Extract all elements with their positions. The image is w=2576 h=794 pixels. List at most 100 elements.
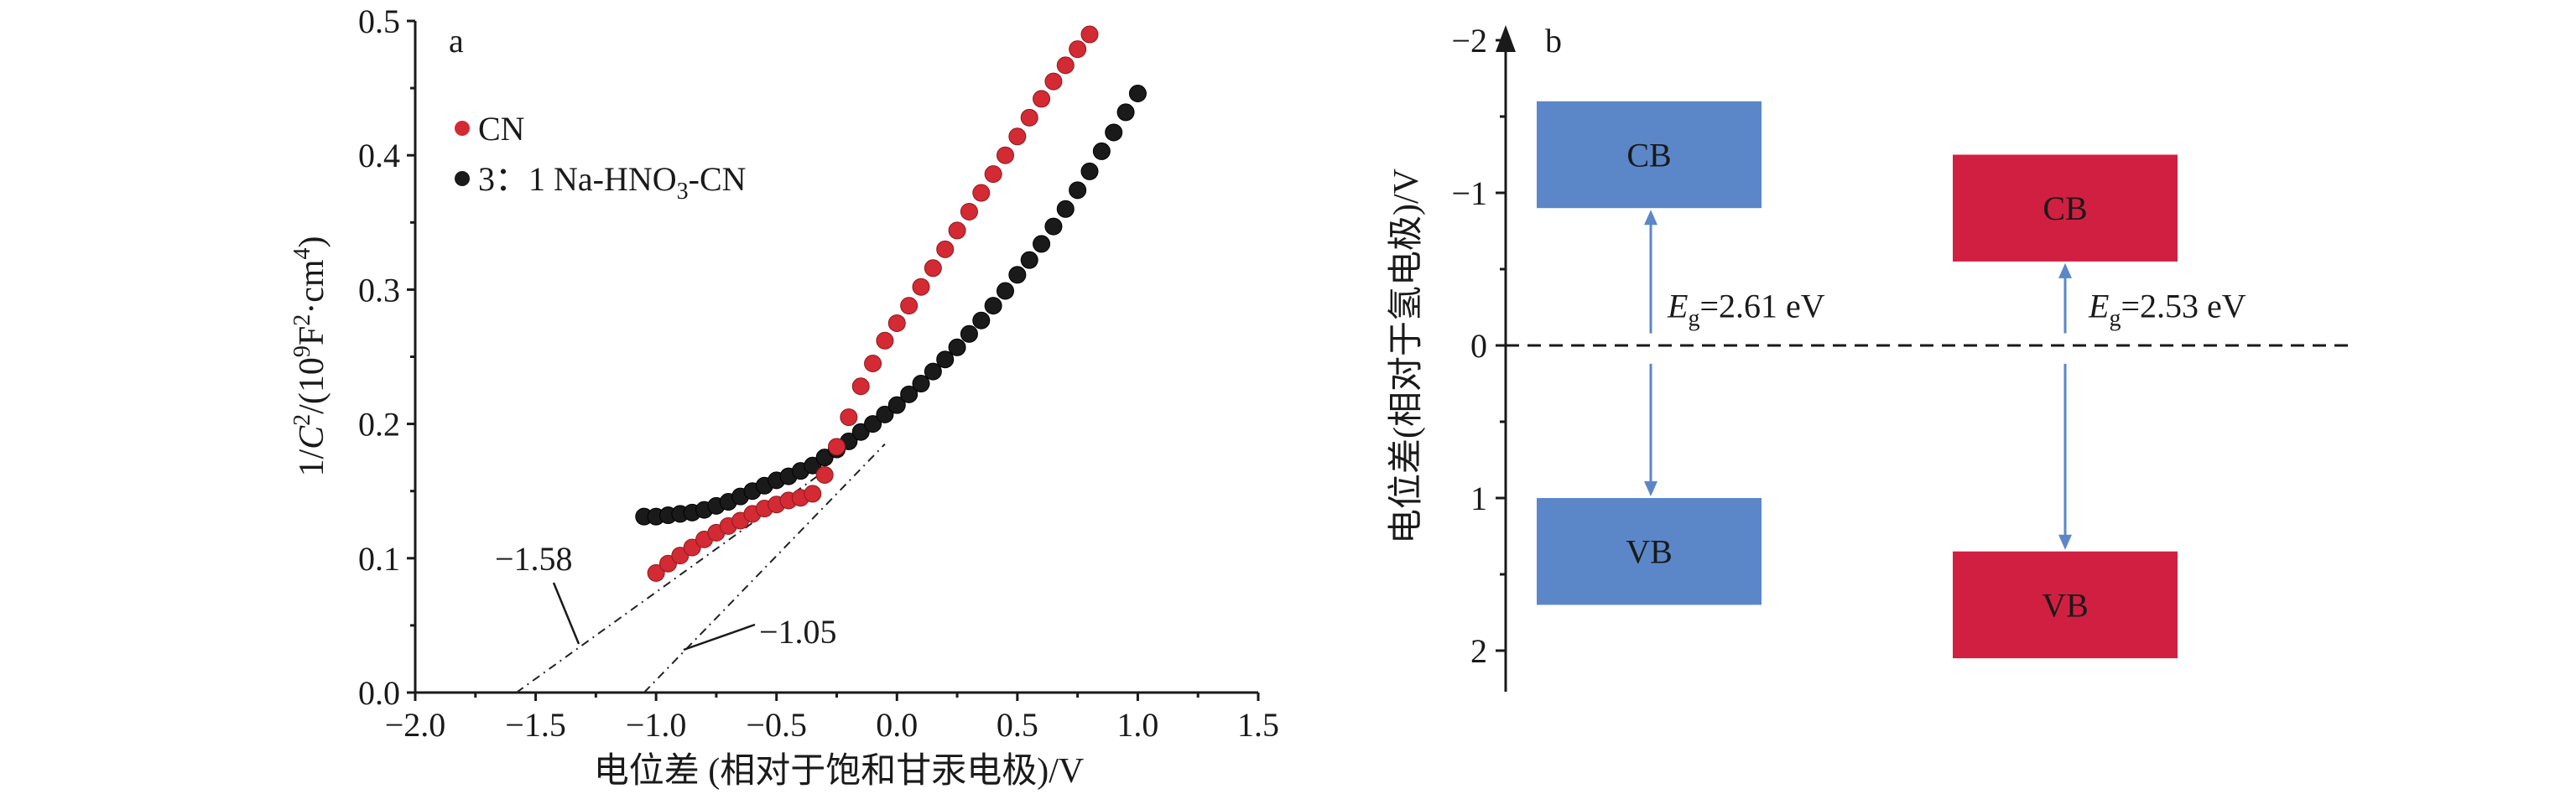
b-y-tick-label: 0	[1470, 327, 1487, 365]
na-hno3-cn-data-point	[912, 375, 930, 393]
b-tick-group: −2 −1 0 1 2	[1451, 22, 1506, 670]
cn-data-point	[647, 563, 665, 582]
eg-label-2: Eg=2.53 eV	[2088, 288, 2246, 332]
na-hno3-cn-data-point	[960, 324, 978, 343]
cn-data-point	[840, 408, 858, 427]
a-x-tick-label: −1.5	[505, 706, 566, 744]
a-y-axis-title: 1/C2/(109F2·cm4)	[289, 236, 331, 477]
na-hno3-cn-data-point	[1044, 217, 1063, 236]
conduction-band-box-2	[1953, 154, 2178, 262]
cn-data-point	[1008, 127, 1027, 146]
na-hno3-cn-data-point	[984, 297, 1002, 315]
annotation-leader-1-58	[552, 582, 580, 645]
conduction-band-box-1	[1537, 101, 1762, 209]
a-data-points	[635, 25, 1147, 582]
a-y-tick-label: 0.4	[358, 137, 400, 174]
b-y-tick-label: −2	[1451, 22, 1487, 60]
cn-data-point	[1056, 56, 1075, 75]
na-hno3-cn-data-point	[972, 311, 991, 330]
valence-band-box-2	[1953, 551, 2178, 659]
na-hno3-cn-data-point	[1092, 142, 1111, 160]
legend-marker-cn	[455, 121, 470, 136]
na-hno3-cn-data-point	[997, 282, 1014, 300]
na-hno3-cn-data-point	[948, 338, 966, 356]
b-y-tick-label: 2	[1470, 632, 1487, 670]
a-y-tick-label: 0.2	[358, 406, 400, 444]
legend-label-na-hno3-cn: 3：1 Na-HNO3-CN	[478, 160, 747, 205]
legend-label-cn: CN	[478, 110, 525, 148]
na-hno3-cn-data-point	[900, 385, 919, 403]
na-hno3-cn-data-point	[876, 405, 894, 423]
cn-data-point	[1033, 90, 1051, 108]
cn-data-point	[972, 184, 991, 202]
a-y-tick-label: 0.5	[358, 3, 400, 40]
legend-marker-na-hno3-cn	[455, 171, 470, 186]
legend: CN 3：1 Na-HNO3-CN	[455, 110, 747, 205]
cn-data-point	[900, 297, 919, 315]
legend-label-sub: 3	[677, 179, 689, 205]
na-hno3-cn-data-point	[1116, 103, 1135, 122]
cn-data-point	[948, 221, 966, 240]
panel-b-letter: b	[1545, 22, 1562, 60]
cb-label-2: CB	[2043, 189, 2087, 227]
a-x-tick-label: −0.5	[746, 706, 807, 744]
na-hno3-cn-data-point	[1033, 235, 1051, 253]
na-hno3-cn-data-point	[864, 415, 882, 433]
cn-data-point	[804, 485, 822, 503]
cn-data-point	[912, 278, 930, 296]
valence-band-box-1	[1537, 498, 1762, 605]
a-x-tick-label: 0.0	[876, 706, 918, 744]
cn-data-point	[984, 165, 1002, 184]
cn-data-point	[851, 377, 870, 396]
panel-a-chart: −2.0 −1.5 −1.0 −0.5 0.0 0.5 1.0 1.5 0.0 0.1 0.2 0.3…	[289, 3, 1279, 791]
cn-data-point	[1080, 25, 1099, 44]
cb-label-1: CB	[1626, 137, 1671, 174]
cn-data-point	[864, 355, 882, 373]
eg-arrowhead-up-2	[2058, 262, 2072, 278]
na-hno3-cn-data-point	[1080, 162, 1099, 180]
na-hno3-cn-data-point	[936, 350, 955, 369]
a-x-tick-label: −1.0	[626, 706, 687, 744]
a-x-tick-label: 0.5	[997, 706, 1038, 744]
a-x-tick-label: 1.0	[1116, 706, 1158, 744]
a-y-tick-label: 0.3	[358, 271, 400, 309]
na-hno3-cn-data-point	[1020, 251, 1038, 269]
cn-data-point	[815, 465, 834, 484]
b-y-axis-title: 电位差(相对于氢电极)/V	[1387, 169, 1426, 544]
a-x-tick-label: −2.0	[385, 706, 446, 744]
legend-label-lead: 3：1 Na-HNO	[478, 160, 677, 198]
annotation-neg-1-58: −1.58	[495, 540, 573, 578]
vb-label-2: VB	[2042, 586, 2089, 624]
a-fit-line-2	[643, 443, 886, 693]
cn-data-point	[876, 331, 894, 350]
a-x-tick-label: 1.5	[1237, 706, 1279, 744]
eg-arrowhead-up-1	[1644, 210, 1657, 226]
na-hno3-cn-data-point	[1008, 266, 1027, 284]
na-hno3-cn-data-point	[1056, 200, 1075, 218]
eg-arrowhead-down-2	[2058, 534, 2072, 550]
na-hno3-cn-data-point	[1128, 85, 1147, 103]
b-y-tick-label: −1	[1451, 174, 1487, 212]
cn-data-point	[960, 202, 978, 221]
vb-label-1: VB	[1626, 533, 1673, 571]
cn-data-point	[924, 259, 942, 278]
b-band-group: CB VB Eg=2.61 eV CB VB Eg=2.53 eV	[1537, 101, 2246, 659]
panel-b-diagram: −2 −1 0 1 2 CB VB Eg=2.61 eV CB VB Eg=2.53 eV b 电…	[1387, 22, 2349, 692]
na-hno3-cn-data-point	[1105, 123, 1123, 142]
a-x-axis-title: 电位差 (相对于饱和甘汞电极)/V	[594, 751, 1084, 791]
na-hno3-cn-data-point	[1069, 181, 1087, 200]
annotation-neg-1-05: −1.05	[759, 613, 837, 651]
a-y-tick-label: 0.0	[358, 674, 400, 712]
cn-data-point	[1044, 72, 1063, 91]
cn-data-point	[828, 438, 846, 456]
a-tick-group: −2.0 −1.5 −1.0 −0.5 0.0 0.5 1.0 1.5 0.0 0.1 0.2 0.3…	[358, 3, 1279, 744]
eg-label-1: Eg=2.61 eV	[1667, 288, 1825, 332]
cn-data-point	[997, 146, 1014, 164]
cn-data-point	[1069, 40, 1087, 59]
b-y-axis-arrowhead	[1496, 25, 1516, 52]
legend-label-tail: -CN	[689, 160, 747, 198]
cn-data-point	[887, 314, 906, 332]
na-hno3-cn-data-point	[887, 396, 906, 414]
a-y-tick-label: 0.1	[358, 540, 400, 578]
